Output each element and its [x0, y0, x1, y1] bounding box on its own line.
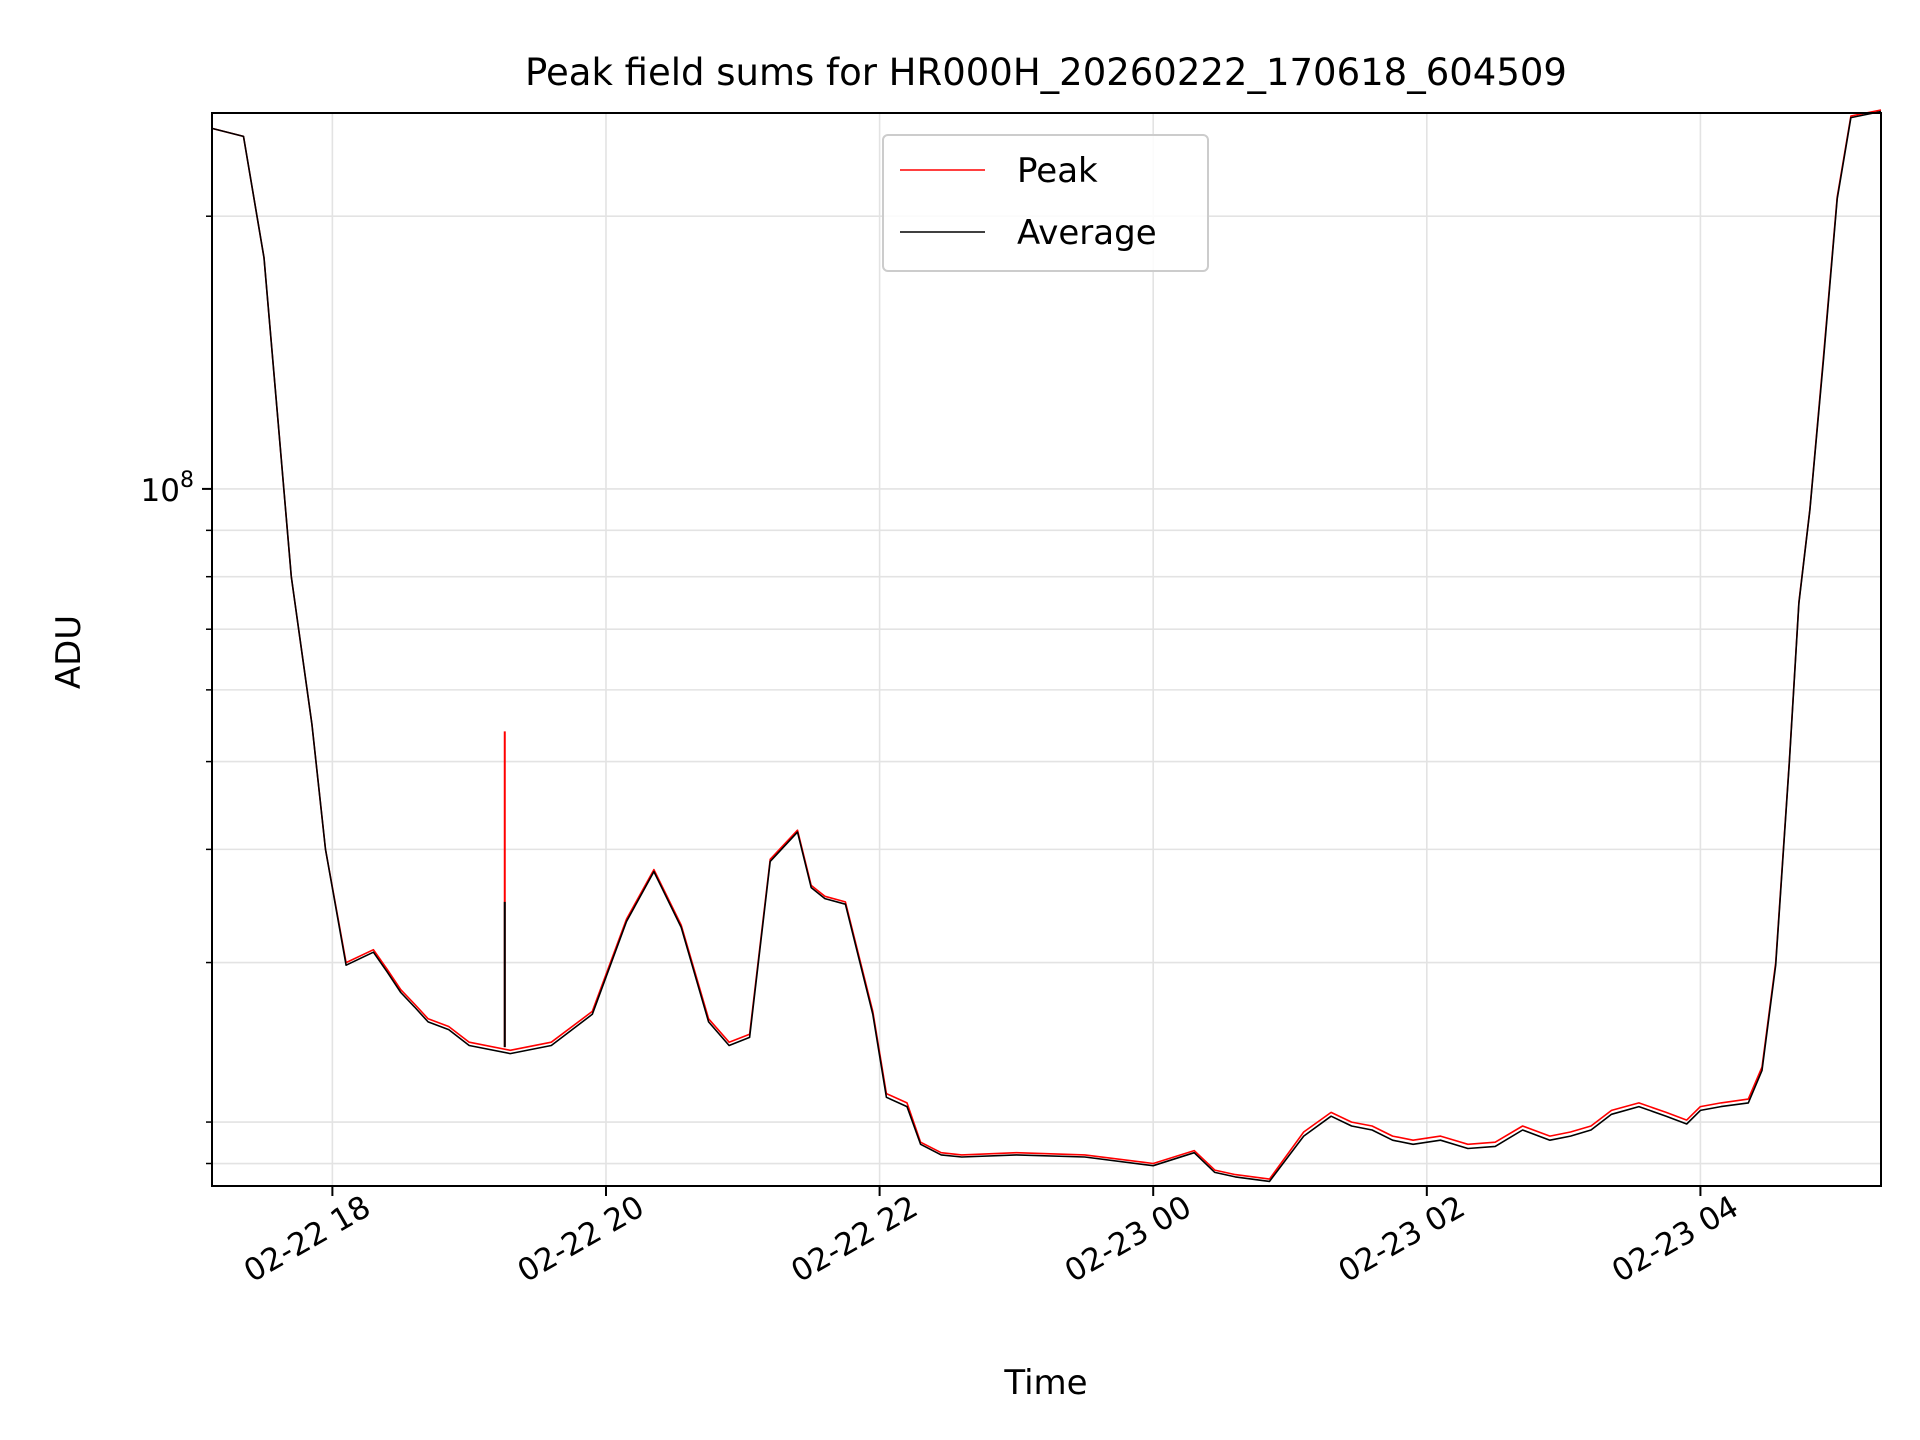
chart-title: Peak field sums for HR000H_20260222_1706…: [525, 51, 1567, 94]
legend-average-label: Average: [1017, 213, 1157, 253]
y-tick-label-0: 108: [141, 468, 194, 509]
axes-frame: [211, 112, 1882, 1187]
y-axis: 108: [141, 215, 212, 1165]
series-line-average: [211, 110, 1882, 1183]
x-axis-label: Time: [1003, 1363, 1087, 1403]
legend: Peak Average: [882, 134, 1209, 272]
series-line-peak: [211, 109, 1882, 1180]
legend-box: [882, 134, 1209, 272]
plot-area: [211, 109, 1882, 1183]
legend-peak-label: Peak: [1017, 151, 1098, 191]
y-axis-label: ADU: [49, 615, 89, 689]
grid-lines: [212, 113, 1881, 1186]
